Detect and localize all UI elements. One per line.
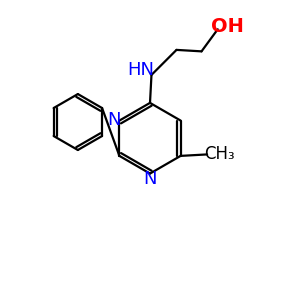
Text: N: N — [143, 170, 157, 188]
Text: N: N — [107, 111, 121, 129]
Text: CH₃: CH₃ — [204, 146, 235, 164]
Text: HN: HN — [128, 61, 155, 79]
Text: OH: OH — [211, 17, 244, 36]
